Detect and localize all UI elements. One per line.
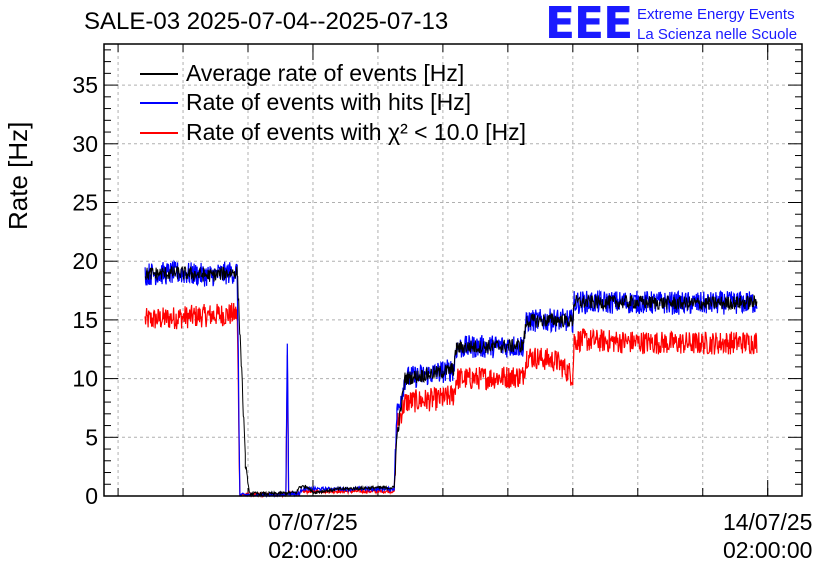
legend-swatch-chi2 (140, 132, 178, 134)
y-tick-label: 15 (72, 307, 98, 333)
x-tick-label-time: 02:00:00 (268, 537, 358, 563)
chart-title: SALE-03 2025-07-04--2025-07-13 (84, 8, 449, 35)
y-tick-label: 30 (72, 131, 98, 157)
legend-label-hits: Rate of events with hits [Hz] (186, 89, 472, 115)
x-tick-label-time: 02:00:00 (723, 537, 813, 563)
legend-label-average: Average rate of events [Hz] (186, 60, 465, 86)
series-line-average-rate (144, 266, 758, 497)
logo-text-line-2: La Scienza nelle Scuole (637, 26, 798, 43)
y-tick-label: 5 (85, 424, 98, 450)
x-tick-label-date: 07/07/25 (268, 509, 358, 535)
legend-swatch-hits (140, 102, 178, 104)
logo-text-line-1: Extreme Energy Events (637, 6, 795, 23)
y-tick-label: 35 (72, 72, 98, 98)
y-tick-label: 0 (85, 483, 98, 509)
plot-frame (103, 43, 803, 497)
y-tick-label: 10 (72, 366, 98, 392)
x-tick-label-date: 14/07/25 (723, 509, 813, 535)
legend-swatch-average (140, 73, 178, 75)
eee-logo-mark: EEE (545, 0, 633, 49)
y-tick-label: 25 (72, 189, 98, 215)
legend-label-chi2: Rate of events with χ² < 10.0 [Hz] (186, 119, 526, 145)
y-tick-label: 20 (72, 248, 98, 274)
y-axis-label: Rate [Hz] (3, 121, 33, 230)
